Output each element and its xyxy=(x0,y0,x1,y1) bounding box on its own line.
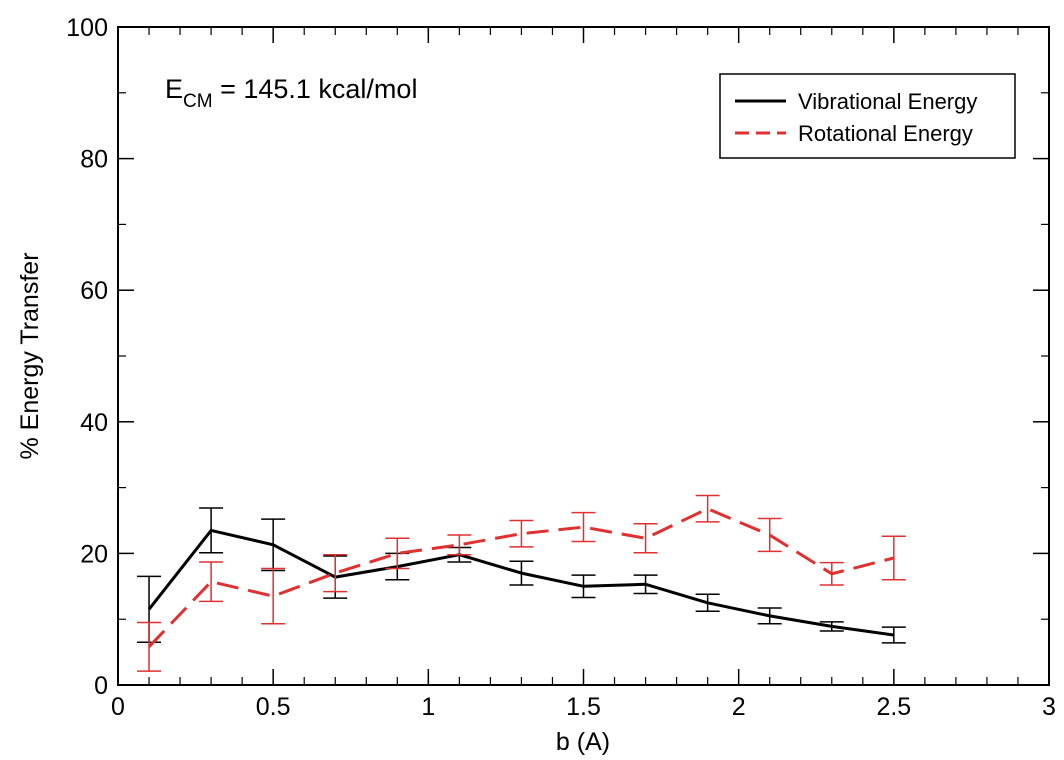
series-layer xyxy=(137,494,906,672)
y-axis-label: % Energy Transfer xyxy=(16,252,44,459)
legend: Vibrational Energy Rotational Energy xyxy=(719,73,1016,159)
x-tick-label: 1 xyxy=(421,693,435,721)
y-tick-label: 80 xyxy=(80,146,108,174)
energy-annotation: ECM = 145.1 kcal/mol xyxy=(165,74,417,112)
x-axis-label: b (A) xyxy=(556,728,610,756)
annotation-main: E xyxy=(165,74,183,104)
plot-frame xyxy=(117,26,1050,686)
x-tick-label: 3 xyxy=(1042,693,1056,721)
series-1 xyxy=(137,494,906,672)
annotation-subscript: CM xyxy=(183,91,213,112)
y-tick-label: 60 xyxy=(80,277,108,305)
legend-label: Vibrational Energy xyxy=(798,89,977,114)
x-tick-label: 2.5 xyxy=(876,693,911,721)
y-tick-label: 40 xyxy=(80,409,108,437)
x-tick-label: 0 xyxy=(111,693,125,721)
annotation-rest: = 145.1 kcal/mol xyxy=(213,74,418,104)
legend-label: Rotational Energy xyxy=(798,121,973,146)
axes: 0 0.5 1 1.5 2 2.5 3 0 20 40 60 80 100 xyxy=(66,14,1056,721)
x-tick-label: 2 xyxy=(732,693,746,721)
y-tick-label: 20 xyxy=(80,540,108,568)
legend-box xyxy=(719,73,1016,159)
y-tick-label: 100 xyxy=(66,14,108,42)
x-tick-label: 1.5 xyxy=(566,693,601,721)
y-tick-label: 0 xyxy=(94,672,108,700)
x-tick-label: 0.5 xyxy=(256,693,291,721)
